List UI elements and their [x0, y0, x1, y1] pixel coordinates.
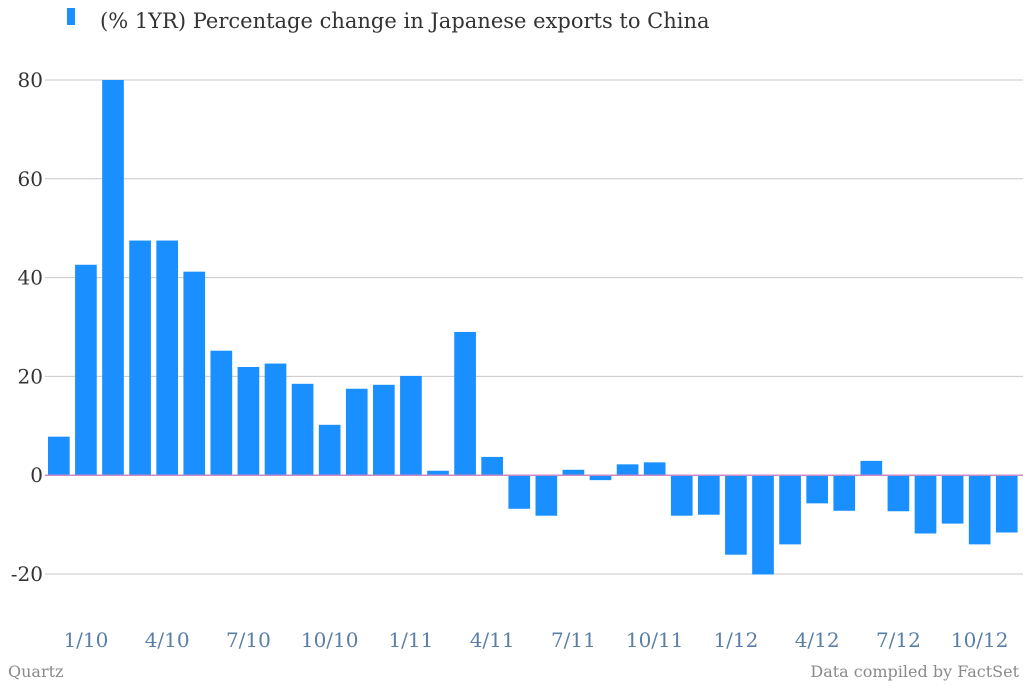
source-right-credit: Data compiled by FactSet [810, 662, 1019, 681]
bar [752, 475, 774, 575]
x-tick-label: 7/12 [876, 628, 921, 652]
bar [779, 475, 801, 545]
x-axis-ticks: 1/10 4/10 7/10 10/10 1/11 4/11 7/11 10/11 1/12 4/… [63, 628, 1008, 652]
bar [508, 475, 531, 509]
y-tick-label: 40 [18, 266, 43, 290]
bar [183, 271, 206, 476]
y-tick-label: 80 [18, 68, 43, 92]
bar [535, 475, 558, 516]
legend-swatch [67, 8, 75, 25]
bar [264, 363, 287, 476]
bar [373, 384, 395, 476]
y-tick-label: 20 [18, 364, 43, 388]
bar [454, 331, 476, 476]
bar [860, 460, 883, 476]
x-tick-label: 4/12 [795, 628, 840, 652]
x-tick-label: 10/11 [626, 628, 684, 652]
bar [345, 388, 368, 476]
bar [670, 475, 693, 516]
bar [698, 475, 720, 515]
x-tick-label: 7/10 [226, 628, 271, 652]
x-tick-label: 1/10 [63, 628, 108, 652]
bar [48, 436, 70, 476]
bar [102, 80, 124, 476]
y-tick-label: 60 [18, 167, 43, 191]
bar [833, 475, 856, 511]
bar [400, 375, 422, 476]
bar [643, 462, 666, 476]
bar [129, 240, 151, 476]
x-tick-label: 10/12 [951, 628, 1009, 652]
bar [481, 456, 503, 476]
bar [995, 475, 1018, 533]
grid-lines [45, 79, 1023, 575]
bar-series [48, 80, 1018, 575]
source-left-credit: Quartz [8, 662, 63, 681]
bar [914, 475, 937, 534]
bar [806, 475, 828, 504]
x-tick-label: 10/10 [301, 628, 359, 652]
chart-legend: (% 1YR) Percentage change in Japanese ex… [67, 8, 710, 33]
y-tick-label: 0 [30, 463, 43, 487]
bar [968, 475, 991, 545]
bar [75, 264, 97, 476]
bar [589, 475, 612, 481]
bar [725, 475, 747, 555]
bar [887, 475, 910, 512]
legend-label: (% 1YR) Percentage change in Japanese ex… [100, 9, 710, 33]
x-tick-label: 1/11 [388, 628, 433, 652]
x-tick-label: 4/11 [470, 628, 515, 652]
bar [616, 464, 639, 476]
x-tick-label: 7/11 [551, 628, 596, 652]
y-axis-ticks: 80 60 40 20 0 -20 [11, 68, 43, 586]
bar [562, 469, 585, 476]
bar [318, 424, 341, 476]
bar [941, 475, 964, 524]
x-tick-label: 4/10 [145, 628, 190, 652]
bar [291, 383, 314, 476]
bar [210, 350, 233, 476]
x-tick-label: 1/12 [713, 628, 758, 652]
y-tick-label: -20 [11, 562, 43, 586]
bar [237, 367, 260, 476]
bar [427, 470, 449, 476]
bar [156, 240, 178, 476]
